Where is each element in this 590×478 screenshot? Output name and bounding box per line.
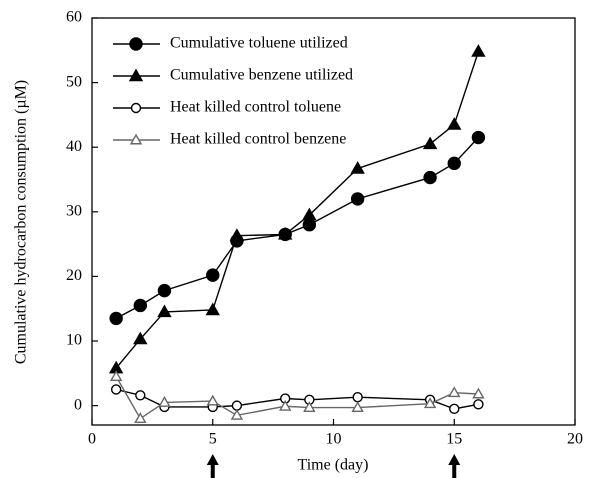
x-tick-label: 15 xyxy=(446,431,462,448)
legend-marker xyxy=(129,37,143,51)
x-tick-label: 5 xyxy=(209,431,217,448)
legend-label: Heat killed control toluene xyxy=(170,99,341,116)
marker xyxy=(157,304,172,318)
marker xyxy=(231,400,243,411)
x-tick-label: 20 xyxy=(567,431,583,448)
marker xyxy=(350,192,365,206)
marker xyxy=(109,311,123,326)
arrow xyxy=(448,454,461,478)
marker xyxy=(447,117,462,130)
legend-label: Cumulative benzene utilized xyxy=(170,67,353,84)
series-line xyxy=(115,388,479,410)
marker xyxy=(423,397,437,409)
marker xyxy=(133,331,148,345)
marker xyxy=(302,207,317,221)
series xyxy=(109,130,486,326)
marker xyxy=(423,170,437,185)
marker xyxy=(350,161,365,174)
x-axis-label: Time (day) xyxy=(298,457,369,474)
legend-marker xyxy=(128,68,144,82)
series xyxy=(108,44,486,374)
y-tick-label: 20 xyxy=(66,267,82,284)
marker xyxy=(230,408,244,420)
marker xyxy=(303,401,316,413)
marker xyxy=(302,218,317,232)
marker xyxy=(229,228,245,241)
marker xyxy=(448,386,461,398)
marker xyxy=(205,302,220,316)
x-tick-label: 10 xyxy=(326,431,342,448)
x-tick-label: 0 xyxy=(88,431,96,448)
marker xyxy=(422,136,438,150)
marker xyxy=(134,412,147,423)
series xyxy=(109,370,485,423)
legend-marker xyxy=(129,133,143,145)
marker xyxy=(473,399,484,410)
marker xyxy=(206,268,220,282)
legend-label: Heat killed control benzene xyxy=(170,131,346,148)
marker xyxy=(110,384,122,395)
series-line xyxy=(115,376,479,420)
marker xyxy=(472,387,485,399)
y-tick-label: 60 xyxy=(66,9,82,26)
y-tick-label: 0 xyxy=(74,396,82,413)
series xyxy=(110,384,484,415)
marker xyxy=(471,130,486,145)
marker xyxy=(157,283,172,298)
legend-label: Cumulative toluene utilized xyxy=(170,35,348,52)
y-axis-label: Cumulative hydrocarbon consumption (µM) xyxy=(13,80,30,364)
marker xyxy=(352,392,363,403)
y-tick-label: 10 xyxy=(66,332,82,349)
marker xyxy=(449,403,460,415)
y-tick-label: 40 xyxy=(66,138,82,155)
marker xyxy=(109,370,123,381)
y-tick-label: 30 xyxy=(66,202,82,219)
marker xyxy=(471,44,486,57)
marker xyxy=(133,298,148,313)
marker xyxy=(351,401,364,413)
marker xyxy=(447,156,461,171)
marker xyxy=(158,395,171,407)
marker xyxy=(135,390,146,401)
arrow xyxy=(206,454,219,478)
marker xyxy=(206,394,219,406)
marker xyxy=(278,399,292,411)
marker xyxy=(277,227,293,240)
y-tick-label: 50 xyxy=(66,73,82,90)
legend-marker xyxy=(130,102,142,114)
